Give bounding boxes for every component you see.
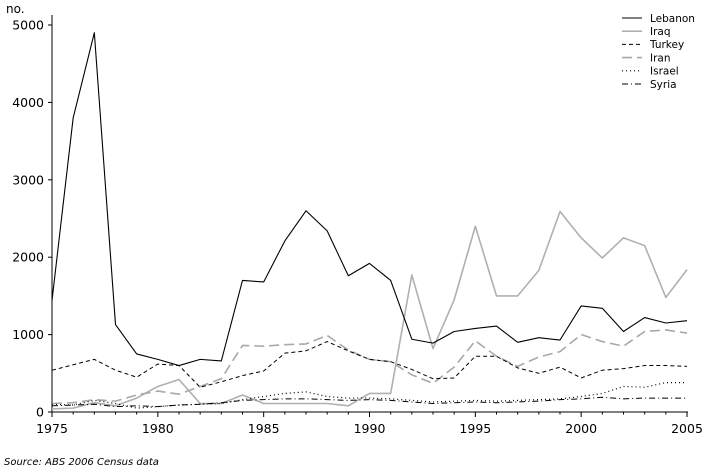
series-line-syria	[51, 396, 687, 408]
x-tick-label: 1990	[354, 421, 386, 436]
series-line-lebanon	[51, 32, 688, 367]
series-line-iran	[51, 329, 688, 405]
axes: 0 1000 2000 3000 4000 5000 1975 1980 1985 1990 199…	[12, 15, 703, 436]
y-tick-label: 1000	[12, 327, 44, 342]
y-axis-unit-label: no.	[6, 2, 25, 16]
x-tick-label: 2005	[671, 421, 703, 436]
series-layer	[51, 32, 688, 410]
x-tick-label: 1995	[459, 421, 491, 436]
y-tick-label: 0	[36, 405, 44, 420]
x-tick-label: 1980	[142, 421, 174, 436]
legend-label-iran: Iran	[650, 52, 671, 64]
x-tick-label: 2000	[565, 421, 597, 436]
x-tick-label: 1985	[248, 421, 280, 436]
y-tick-label: 2000	[12, 250, 44, 265]
legend-label-syria: Syria	[650, 79, 677, 91]
y-tick-label: 4000	[12, 95, 44, 110]
legend-label-lebanon: Lebanon	[650, 13, 695, 25]
series-line-turkey	[51, 341, 688, 388]
source-note: Source: ABS 2006 Census data	[4, 457, 159, 468]
y-tick-label: 5000	[12, 18, 44, 33]
y-tick-label: 3000	[12, 172, 44, 187]
series-line-iraq	[51, 210, 688, 410]
legend-label-iraq: Iraq	[650, 26, 671, 38]
legend-label-israel: Israel	[650, 66, 679, 78]
series-line-israel	[51, 381, 687, 409]
legend-label-turkey: Turkey	[649, 39, 684, 51]
x-tick-label: 1975	[36, 421, 68, 436]
